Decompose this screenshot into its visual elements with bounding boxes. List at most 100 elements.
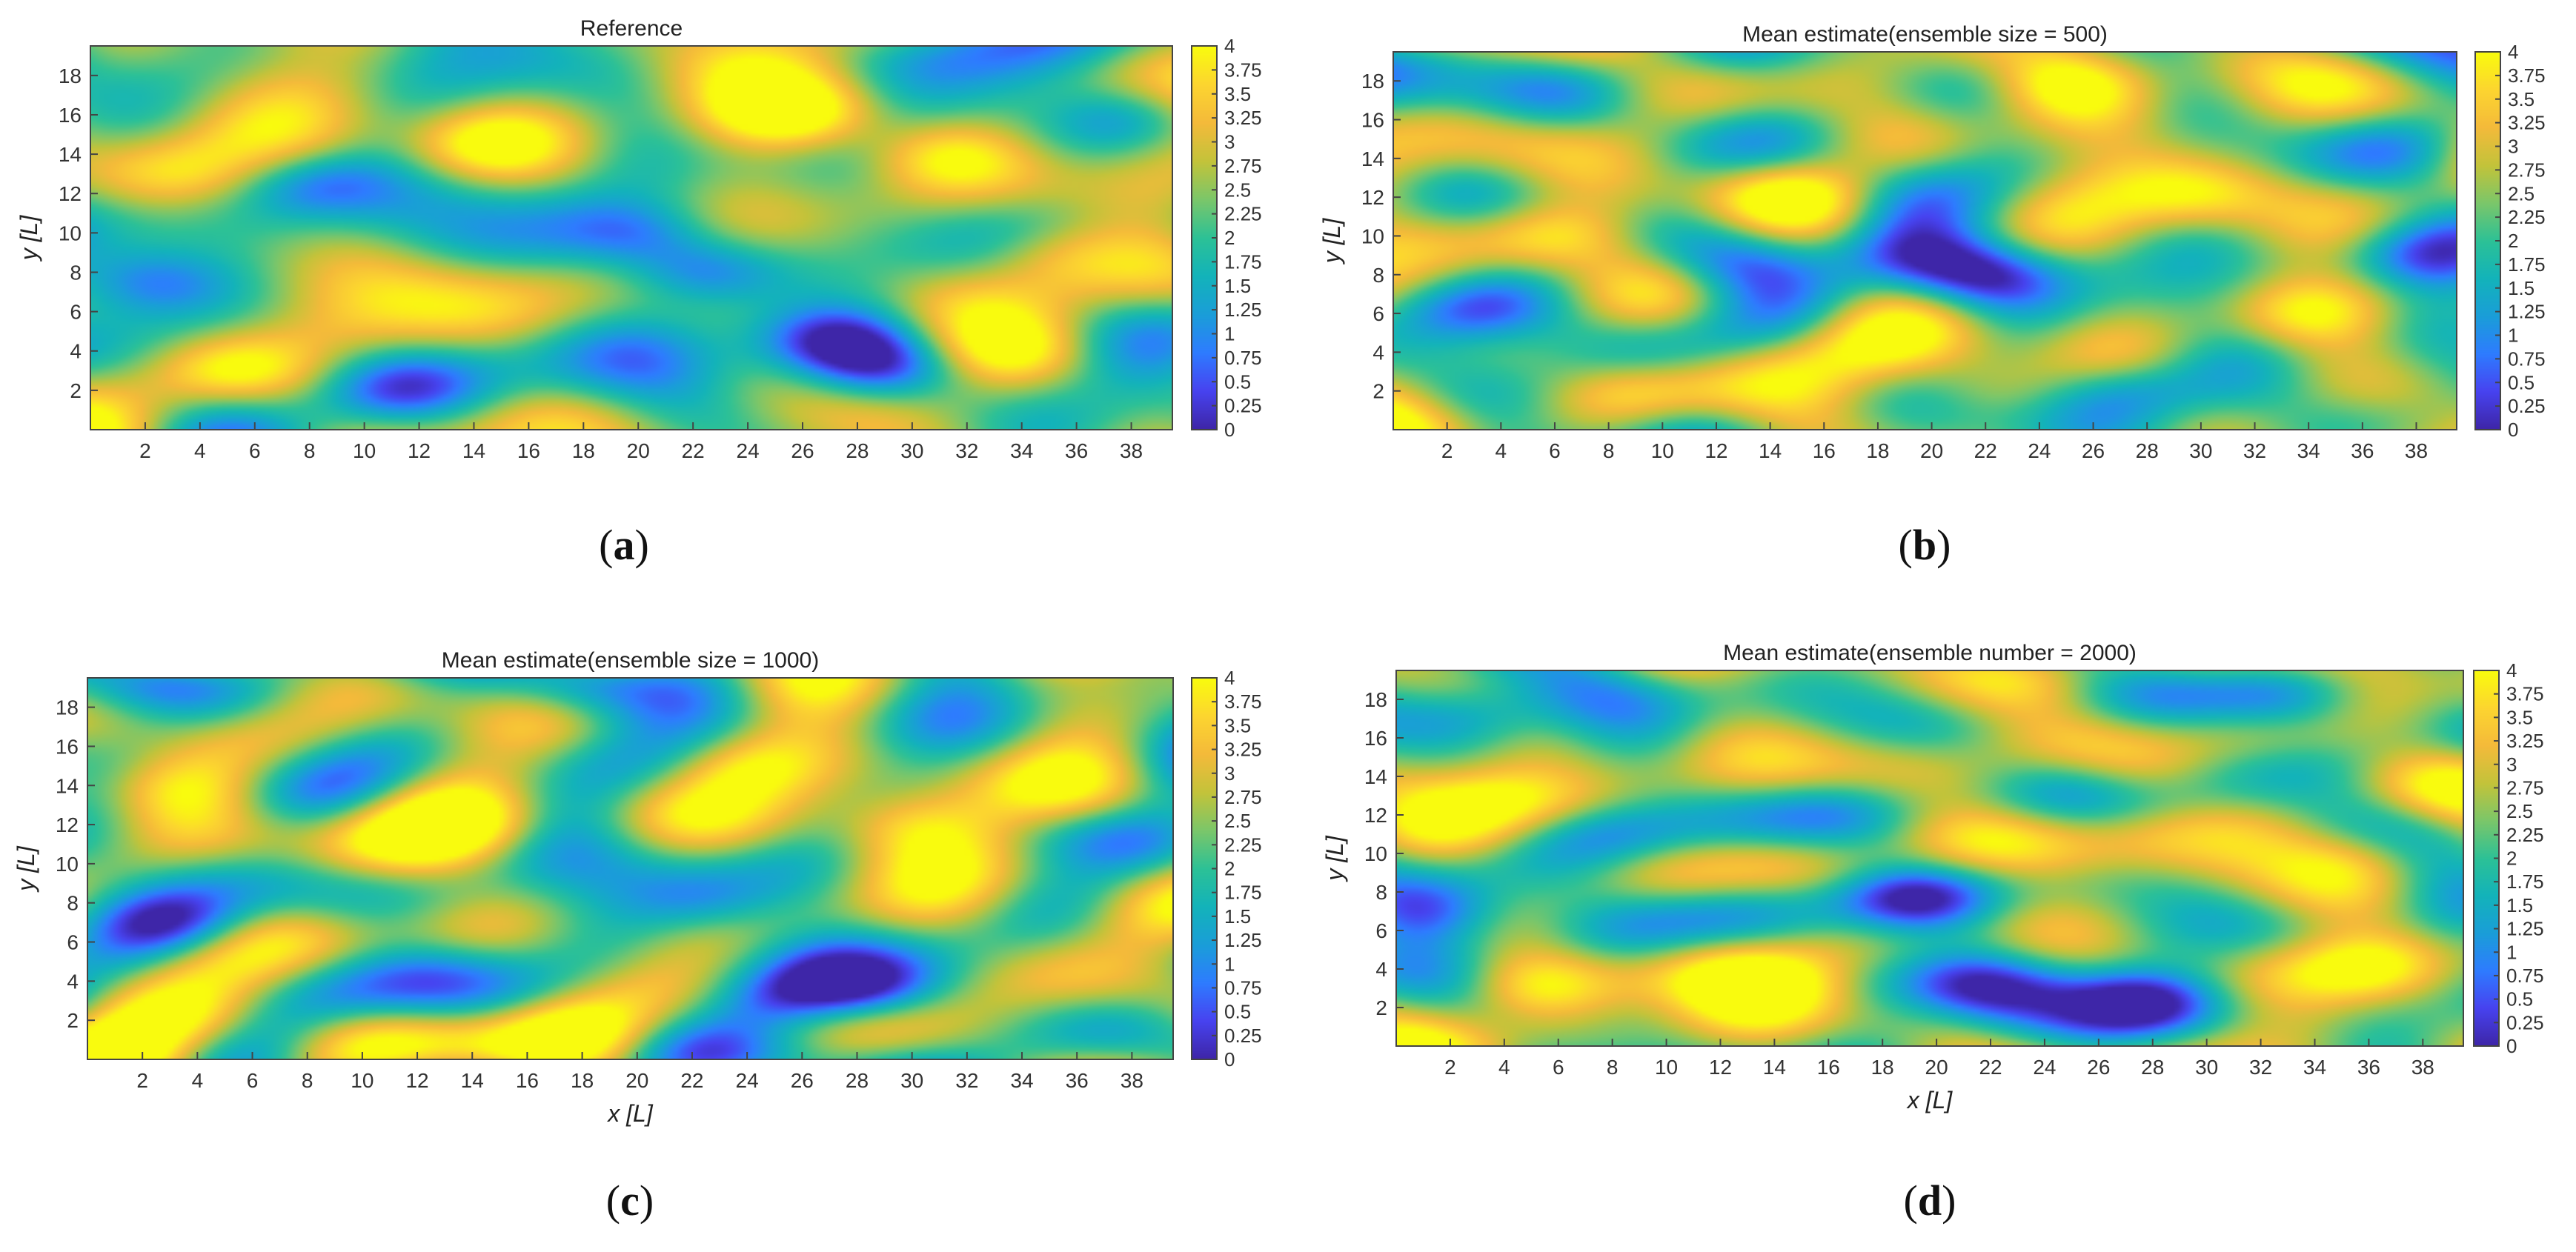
x-tick-label: 20 [1925,1056,1948,1079]
colorbar-tick-label: 0.5 [2506,988,2533,1010]
x-tick-label: 6 [247,1069,259,1092]
x-tick-label: 2 [1444,1056,1456,1079]
y-tick-label: 14 [1364,765,1387,788]
colorbar-tick-label: 1.5 [1224,275,1251,297]
x-tick-label: 36 [2351,439,2374,462]
x-tick-label: 32 [2249,1056,2272,1079]
colorbar-tick-label: 2 [1224,858,1235,880]
x-tick-label: 12 [1709,1056,1732,1079]
y-tick-label: 2 [67,1009,79,1032]
colorbar-tick-label: 0 [1224,419,1235,441]
x-tick-label: 4 [194,439,206,462]
x-tick-label: 24 [2028,439,2051,462]
x-tick-label: 6 [1549,439,1561,462]
y-tick-label: 4 [70,340,82,363]
y-tick-label: 16 [56,735,79,758]
colorbar-tick-label: 3.5 [2508,88,2534,110]
chart-d: Mean estimate(ensemble number = 2000)2 4 6… [1321,641,2544,1225]
heatmap-field [90,46,1172,430]
chart-title: Mean estimate(ensemble size = 500) [1742,22,2108,47]
x-tick-label: 18 [572,439,595,462]
colorbar-tick-label: 1.25 [2508,301,2546,323]
y-tick-label: 10 [1364,842,1387,865]
x-tick-label: 24 [737,439,760,462]
y-tick-label: 8 [1375,881,1387,904]
panel-caption: (b) [1899,521,1951,569]
heatmap-field [1393,52,2457,430]
colorbar-tick-label: 2.25 [2506,824,2544,846]
colorbar-tick-label: 0.25 [2506,1011,2544,1033]
colorbar-tick-label: 3.5 [2506,706,2533,728]
x-tick-label: 36 [1066,1069,1089,1092]
x-tick-label: 28 [2141,1056,2164,1079]
y-tick-label: 8 [70,261,82,284]
colorbar-tick-label: 3 [1224,762,1235,785]
x-tick-label: 18 [1871,1056,1894,1079]
colorbar-tick-label: 1.5 [1224,905,1251,928]
x-tick-label: 6 [1553,1056,1564,1079]
y-tick-label: 12 [1361,186,1384,209]
y-tick-label: 6 [67,931,79,954]
colorbar-tick-label: 2 [2506,848,2517,870]
x-tick-label: 34 [2303,1056,2326,1079]
colorbar-tick-label: 0.75 [2506,965,2544,987]
colorbar-tick-label: 2.5 [2508,182,2534,204]
x-tick-label: 22 [680,1069,703,1092]
colorbar-tick-label: 0.25 [2508,395,2546,417]
colorbar-tick-label: 1.5 [2508,277,2534,299]
x-tick-label: 30 [900,1069,923,1092]
colorbar-tick-label: 1 [1224,953,1235,975]
y-tick-label: 12 [1364,804,1387,827]
x-tick-label: 22 [1979,1056,2002,1079]
colorbar-tick-label: 1.25 [1224,929,1262,951]
x-tick-label: 8 [302,1069,313,1092]
colorbar-tick-label: 0.75 [2508,347,2546,370]
x-axis-label: x [L] [606,1100,654,1127]
x-tick-label: 26 [791,1069,814,1092]
x-tick-label: 30 [2189,439,2212,462]
colorbar-tick-label: 1.75 [2506,870,2544,893]
y-tick-label: 10 [59,222,82,244]
colorbar-tick-label: 4 [2506,659,2517,682]
x-tick-label: 10 [351,1069,374,1092]
colorbar-tick-label: 1 [1224,323,1235,345]
colorbar-tick-label: 2.25 [2508,206,2546,228]
y-tick-label: 12 [59,182,82,205]
colorbar-tick-label: 3.75 [2508,64,2546,87]
y-tick-label: 8 [1372,264,1384,287]
colorbar-tick-label: 3.25 [2508,112,2546,134]
x-tick-label: 16 [1813,439,1836,462]
x-tick-label: 18 [571,1069,594,1092]
x-tick-label: 10 [1655,1056,1678,1079]
x-tick-label: 20 [627,439,650,462]
x-tick-label: 14 [462,439,485,462]
axes-frame [87,677,1174,1060]
x-tick-label: 32 [955,1069,978,1092]
x-tick-label: 32 [2243,439,2266,462]
colorbar-tick-label: 0.25 [1224,395,1262,417]
chart-title: Reference [580,16,683,41]
x-tick-label: 12 [408,439,431,462]
y-axis-label: y [L] [1321,835,1348,882]
colorbar-tick-label: 2.5 [1224,810,1251,832]
y-tick-label: 16 [1361,109,1384,132]
y-tick-label: 14 [56,774,79,797]
x-tick-label: 28 [2136,439,2159,462]
x-tick-label: 20 [625,1069,648,1092]
colorbar-tick-label: 3 [1224,131,1235,153]
colorbar-tick-label: 2.5 [2506,800,2533,822]
colorbar-tick-label: 2.25 [1224,203,1262,225]
colorbar-tick-label: 0.5 [1224,1001,1251,1023]
y-tick-label: 12 [56,813,79,836]
y-tick-label: 6 [70,301,82,324]
y-tick-label: 18 [59,64,82,87]
y-axis-label: y [L] [13,845,39,893]
y-tick-label: 14 [1361,147,1384,170]
y-tick-label: 16 [1364,727,1387,750]
colorbar-tick-label: 0.5 [2508,371,2534,393]
y-tick-label: 14 [59,143,82,166]
x-tick-label: 8 [304,439,316,462]
x-tick-label: 16 [516,1069,539,1092]
y-tick-label: 4 [1372,341,1384,364]
